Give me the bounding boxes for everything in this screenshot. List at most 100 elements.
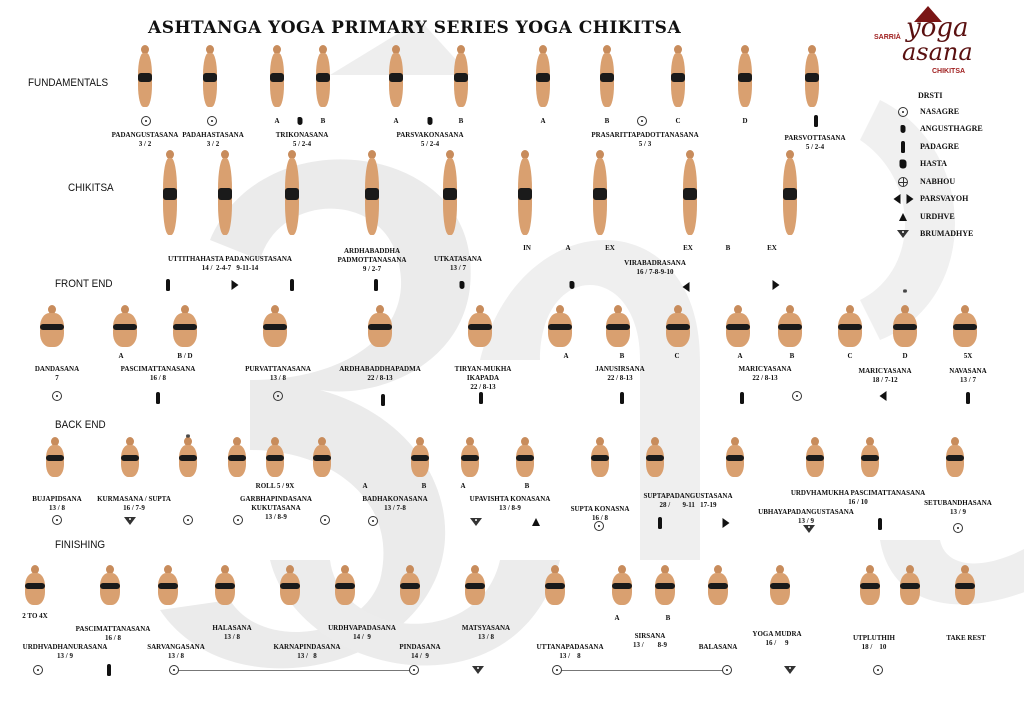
- brow-triangle-icon: [472, 666, 484, 674]
- brow-triangle-icon: [897, 230, 909, 238]
- pose-figure: [830, 305, 870, 347]
- pose-label: TIRYAN-MUKHA IKAPADA 22 / 8-13: [454, 365, 512, 391]
- pose-figure: [770, 305, 810, 347]
- pose-figure: [458, 565, 492, 605]
- pose-figure: [800, 437, 830, 477]
- variant-letter: B: [524, 482, 530, 490]
- thumb-icon: [297, 117, 303, 125]
- up-arrow-icon: [532, 518, 540, 526]
- pose-label: URDVHAMUKHA PASCIMATTANASANA 16 / 10: [790, 489, 926, 506]
- pose-figure: [510, 437, 540, 477]
- variant-letter: B: [665, 614, 671, 622]
- up-arrow-icon: [899, 213, 907, 221]
- foot-icon: [479, 392, 483, 404]
- pose-label: MATSYASANA 13 / 8: [461, 624, 511, 641]
- pose-figure: [588, 150, 612, 235]
- nasagre-dot-icon: [169, 665, 179, 675]
- nasagre-dot-icon: [552, 665, 562, 675]
- pose-figure: [393, 565, 427, 605]
- pose-label: VIRABADRASANA 16 / 7-8-9-10: [624, 259, 686, 276]
- pose-figure: [105, 305, 145, 347]
- nasagre-dot-icon: [637, 116, 647, 126]
- pose-label: UTKATASANA 13 / 7: [434, 255, 482, 272]
- pose-label: UBHAYAPADANGUSTASANA 13 / 9: [758, 508, 854, 525]
- thumb-icon: [900, 125, 906, 133]
- left-arrow-icon: [682, 282, 690, 292]
- pose-label: UPAVISHTA KONASANA 13 / 8-9: [469, 495, 551, 512]
- section-chikitsa: CHIKITSA: [68, 182, 114, 194]
- pose-figure: [734, 45, 756, 107]
- pose-figure: [360, 305, 400, 347]
- variant-letter: A: [362, 482, 368, 490]
- variant-letter: A: [565, 244, 571, 252]
- left-arrow-icon: [879, 391, 887, 401]
- pose-figure: [648, 565, 682, 605]
- foot-icon: [740, 392, 744, 404]
- pose-figure: [763, 565, 797, 605]
- right-arrow-icon: [231, 280, 239, 290]
- nasagre-dot-icon: [898, 107, 908, 117]
- pose-figure: [93, 565, 127, 605]
- pose-figure: [18, 565, 52, 605]
- nasagre-dot-icon: [33, 665, 43, 675]
- foot-icon: [381, 394, 385, 406]
- legend-title: DRSTI: [918, 91, 943, 100]
- variant-letter: A: [460, 482, 466, 490]
- nasagre-dot-icon: [409, 665, 419, 675]
- variant-letter: B: [320, 117, 326, 125]
- pose-label: PRASARITTAPADOTTANASANA 5 / 3: [591, 131, 699, 148]
- pose-figure: [640, 437, 670, 477]
- pose-figure: [667, 45, 689, 107]
- pose-figure: [32, 305, 72, 347]
- pose-label: BUJAPIDSANA 13 / 8: [32, 495, 82, 512]
- pose-label: ARDHABADDHA PADMOTTANASANA 9 / 2-7: [337, 247, 407, 273]
- foot-icon: [107, 664, 111, 676]
- nasagre-dot-icon: [953, 523, 963, 533]
- pose-figure: [940, 437, 970, 477]
- nasagre-dot-icon: [722, 665, 732, 675]
- pose-figure: [158, 150, 182, 235]
- pose-label: PADAHASTASANA 3 / 2: [182, 131, 244, 148]
- variant-letter: D: [902, 352, 908, 360]
- pose-figure: [307, 437, 337, 477]
- pose-label: URDHVADHANURASANA 13 / 9: [22, 643, 108, 660]
- pose-figure: [450, 45, 472, 107]
- variant-letter: A: [118, 352, 124, 360]
- pose-label: KURMASANA / SUPTA 16 / 7-9: [97, 495, 171, 512]
- foot-icon: [374, 279, 378, 291]
- pose-figure: [853, 565, 887, 605]
- foot-icon: [290, 279, 294, 291]
- variant-letter: C: [847, 352, 853, 360]
- variant-letter: EX: [605, 244, 615, 252]
- pose-label: MARICYASANA 22 / 8-13: [738, 365, 792, 382]
- pose-label: SUPTAPADANGUSTASANA 28 / 9-11 17-19: [643, 492, 733, 509]
- sequence-connector: [174, 670, 414, 671]
- brow-triangle-icon: [470, 518, 482, 526]
- section-finishing: FINISHING: [55, 539, 106, 551]
- variant-letter: A: [393, 117, 399, 125]
- pose-label: UTPLUTHIH 18 / 10: [852, 634, 896, 651]
- variant-letter: D: [742, 117, 748, 125]
- nasagre-dot-icon: [594, 521, 604, 531]
- variant-letter: B: [619, 352, 625, 360]
- brow-triangle-icon: [803, 525, 815, 533]
- pose-figure: [948, 565, 982, 605]
- pose-figure: [213, 150, 237, 235]
- poster-title: ASHTANGA YOGA PRIMARY SERIES YOGA CHIKIT…: [148, 18, 682, 38]
- reps-label: 2 TO 4X: [22, 612, 48, 620]
- right-arrow-icon: [772, 280, 780, 290]
- pose-label: BALASANA: [698, 643, 738, 651]
- variant-letter: C: [674, 352, 680, 360]
- pose-label: GARBHAPINDASANA KUKUTASANA 13 / 8-9: [240, 495, 312, 521]
- pose-figure: [596, 45, 618, 107]
- pose-figure: [455, 437, 485, 477]
- pose-figure: [701, 565, 735, 605]
- nasagre-dot-icon: [792, 391, 802, 401]
- pose-figure: [40, 437, 70, 477]
- nasagre-dot-icon: [873, 665, 883, 675]
- pose-label: BADHAKONASANA 13 / 7-8: [362, 495, 428, 512]
- variant-letter: A: [563, 352, 569, 360]
- variant-letter: B: [604, 117, 610, 125]
- nasagre-dot-icon: [183, 515, 193, 525]
- section-fundamentals: FUNDAMENTALS: [28, 77, 109, 89]
